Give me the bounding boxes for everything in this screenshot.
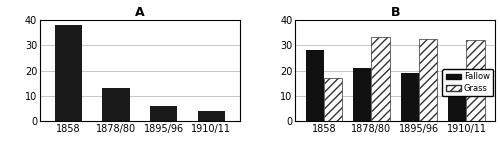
Bar bbox=[324, 78, 342, 121]
Bar bbox=[466, 40, 484, 121]
Bar bbox=[448, 74, 466, 121]
Bar bbox=[419, 39, 437, 121]
Bar bbox=[306, 50, 324, 121]
Title: B: B bbox=[390, 6, 400, 19]
Bar bbox=[354, 68, 372, 121]
Bar bbox=[372, 37, 390, 121]
Bar bbox=[55, 25, 82, 121]
Bar bbox=[401, 73, 419, 121]
Legend: Fallow, Grass: Fallow, Grass bbox=[442, 69, 494, 96]
Bar bbox=[150, 106, 177, 121]
Title: A: A bbox=[135, 6, 144, 19]
Bar bbox=[198, 111, 224, 121]
Bar bbox=[102, 88, 130, 121]
